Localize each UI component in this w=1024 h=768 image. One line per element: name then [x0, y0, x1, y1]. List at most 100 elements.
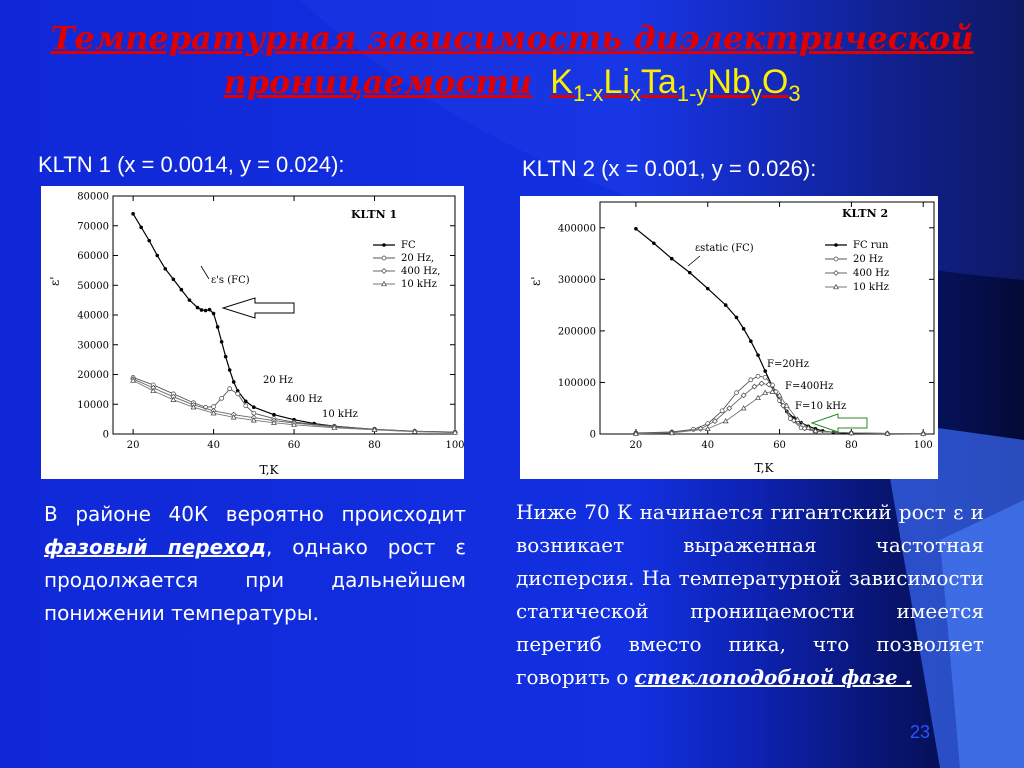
plot-frame: [599, 201, 935, 435]
x-tick-label: 100: [914, 440, 933, 451]
data-point: [291, 421, 297, 427]
data-point: [740, 392, 747, 399]
series-20 Hz: [633, 373, 926, 437]
emphasis-phase-transition: фазовый переход: [44, 535, 266, 559]
series-line: [635, 375, 924, 435]
data-point: [203, 308, 208, 313]
y-tick-label: 70000: [77, 221, 109, 232]
annotation-f20hz: F=20Hz: [767, 359, 809, 370]
data-point: [776, 392, 783, 398]
data-point: [769, 388, 776, 394]
data-point: [195, 305, 200, 310]
data-point: [687, 270, 692, 275]
y-tick-label: 30000: [77, 340, 109, 351]
y-tick-label: 80000: [77, 192, 109, 203]
data-point: [371, 426, 378, 432]
legend-marker: [833, 283, 839, 290]
annotation-f10khz: F=10 kHz: [795, 401, 846, 412]
y-tick-label: 0: [103, 430, 109, 441]
data-point: [227, 368, 232, 372]
chart-title: KLTN 2: [842, 207, 888, 220]
legend-label: 20 Hz: [853, 254, 883, 265]
data-point: [848, 429, 855, 436]
chart-xlabel: T,K: [754, 461, 774, 475]
data-point: [170, 396, 177, 402]
data-point: [147, 238, 152, 243]
annotation-400hz: 400 Hz: [286, 394, 322, 405]
data-point: [734, 390, 739, 396]
data-point: [762, 374, 768, 380]
x-tick-label: 40: [207, 440, 220, 451]
data-point: [791, 417, 797, 424]
data-point: [235, 391, 241, 397]
data-point: [670, 256, 674, 261]
y-tick-label: 300000: [558, 275, 596, 286]
legend-marker: [834, 243, 838, 247]
legend-marker: [382, 243, 386, 247]
data-point: [187, 298, 192, 302]
data-point: [243, 399, 248, 404]
chart-title: KLTN 1: [351, 208, 397, 221]
data-point: [723, 303, 728, 307]
data-point: [783, 402, 790, 408]
data-point: [634, 227, 638, 231]
data-point: [884, 430, 891, 436]
data-point: [227, 386, 233, 392]
data-point: [207, 307, 212, 312]
annotation-arrow: [810, 413, 868, 433]
legend-label: 20 Hz,: [401, 253, 434, 264]
legend-marker: [381, 255, 387, 261]
data-point: [920, 430, 927, 436]
emphasis-glass-phase: стеклоподобной фазе .: [634, 665, 912, 689]
data-point: [668, 429, 675, 436]
series-400 Hz: [633, 380, 927, 437]
data-point: [139, 225, 143, 230]
y-tick-label: 40000: [77, 311, 109, 322]
series-line: [635, 383, 924, 435]
page-number: 23: [910, 722, 931, 742]
y-tick-label: 60000: [77, 251, 109, 262]
data-point: [171, 277, 176, 282]
data-point: [210, 410, 217, 416]
series-10 kHz: [633, 388, 927, 436]
data-point: [633, 430, 639, 436]
x-tick-label: 100: [445, 440, 464, 451]
data-point: [163, 267, 168, 271]
data-point: [251, 410, 257, 416]
title-line-1: Температурная зависимость диэлектрическо…: [50, 19, 974, 57]
x-tick-label: 60: [773, 440, 786, 451]
y-tick-label: 0: [590, 430, 596, 441]
chart-kltn1: 20 40 60 80 100 0 10000 20000 30000 40000 50000 600…: [48, 192, 465, 478]
right-description: Ниже 70 К начинается гигантский рост ε и…: [516, 500, 984, 689]
x-tick-label: 20: [127, 440, 140, 451]
data-point: [150, 387, 157, 394]
annotation-es-fc-pointer: [200, 265, 210, 280]
data-point: [755, 394, 761, 401]
title-line-2: проницаемости K1-xLixTa1-yNbyO3: [0, 60, 1024, 116]
data-point: [748, 377, 754, 383]
data-point: [130, 377, 137, 383]
data-point: [762, 389, 769, 395]
data-point: [411, 428, 418, 434]
data-point: [155, 253, 160, 258]
right-chart-subtitle: KLTN 2 (x = 0.001, y = 0.026):: [522, 156, 817, 181]
legend-label: 10 kHz: [853, 282, 889, 293]
data-point: [219, 395, 224, 401]
y-tick-label: 10000: [77, 400, 109, 411]
chart-xlabel: T,K: [259, 463, 279, 477]
data-point: [190, 404, 197, 410]
data-point: [741, 327, 746, 331]
x-tick-label: 80: [368, 440, 381, 451]
data-point: [751, 383, 758, 390]
left-chart-subtitle: KLTN 1 (x = 0.0014, y = 0.024):: [38, 152, 345, 177]
y-tick-label: 20000: [77, 370, 109, 381]
chart-panel-left: 20 40 60 80 100 0 10000 20000 30000 40000 50000 600…: [41, 186, 465, 479]
data-point: [801, 425, 808, 432]
data-point: [211, 311, 216, 316]
data-point: [805, 424, 812, 430]
annotation-10khz: 10 kHz: [322, 409, 358, 420]
annotation-arrow: [221, 297, 295, 319]
y-tick-label: 50000: [77, 281, 109, 292]
legend-marker: [381, 280, 387, 287]
data-point: [219, 339, 224, 344]
